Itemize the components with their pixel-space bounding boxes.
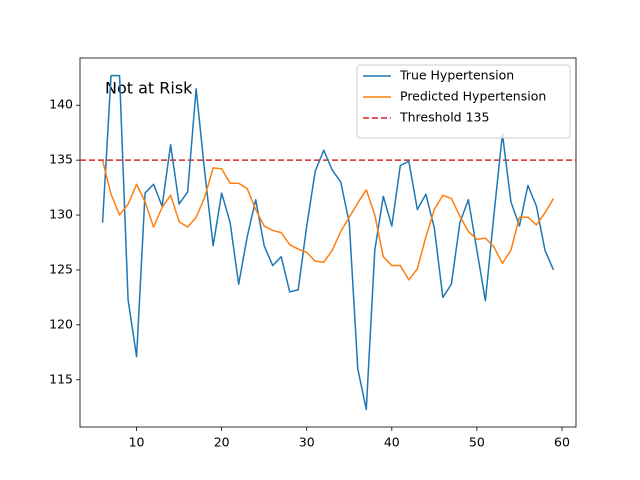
- x-tick-label: 50: [469, 435, 485, 450]
- y-tick-label: 120: [49, 316, 73, 331]
- legend-label: Predicted Hypertension: [400, 89, 546, 104]
- plot-frame: [79, 57, 577, 428]
- annotation: Not at Risk: [105, 79, 193, 98]
- y-tick-label: 130: [49, 207, 73, 222]
- series-line: [101, 159, 555, 281]
- x-tick-label: 30: [299, 435, 315, 450]
- y-tick-label: 125: [49, 261, 73, 276]
- x-tick-label: 40: [384, 435, 400, 450]
- x-tick-label: 20: [214, 435, 230, 450]
- x-tick-label: 60: [554, 435, 570, 450]
- y-tick-label: 115: [49, 371, 73, 386]
- y-tick-label: 135: [49, 152, 73, 167]
- legend-box: [356, 64, 571, 139]
- series-line: [101, 74, 555, 411]
- y-tick-label: 140: [49, 97, 73, 112]
- legend-label: True Hypertension: [399, 68, 514, 83]
- legend-label: Threshold 135: [399, 110, 489, 125]
- x-tick-label: 10: [129, 435, 145, 450]
